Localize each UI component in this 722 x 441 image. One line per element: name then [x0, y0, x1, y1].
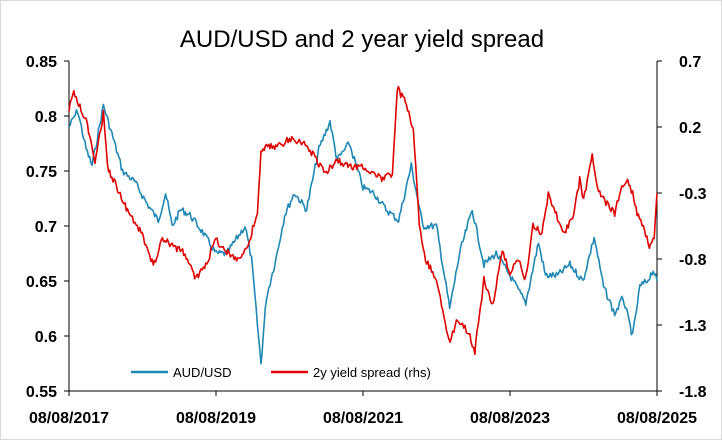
right-tick-label: -1.3 [679, 318, 707, 335]
x-tick-label: 08/08/2021 [323, 410, 403, 427]
legend-label-yield-spread: 2y yield spread (rhs) [313, 365, 431, 380]
legend: AUD/USD 2y yield spread (rhs) [131, 365, 431, 380]
right-tick-label: -0.3 [679, 186, 707, 203]
left-tick-label: 0.65 [26, 274, 57, 291]
x-tick-label: 08/08/2019 [176, 410, 256, 427]
left-tick-label: 0.7 [35, 219, 57, 236]
legend-label-audusd: AUD/USD [173, 365, 232, 380]
right-tick-label: 0.2 [679, 120, 701, 137]
right-tick-label: -1.8 [679, 384, 707, 401]
chart-title: AUD/USD and 2 year yield spread [180, 26, 544, 53]
right-tick-label: -0.8 [679, 252, 707, 269]
left-tick-label: 0.75 [26, 164, 57, 181]
x-tick-label: 08/08/2025 [617, 410, 697, 427]
series-layer [68, 85, 658, 365]
left-tick-label: 0.6 [35, 329, 57, 346]
x-tick-label: 08/08/2017 [29, 410, 109, 427]
axes-layer: 0.55 0.6 0.65 0.7 0.75 0.8 0.85 -1.8 -1.3 -0.8 -0.… [26, 54, 707, 427]
series-line-audusd [68, 103, 658, 365]
left-tick-label: 0.55 [26, 384, 57, 401]
x-tick-label: 08/08/2023 [470, 410, 550, 427]
right-tick-label: 0.7 [679, 54, 701, 71]
left-tick-label: 0.8 [35, 109, 57, 126]
series-line-yield-spread [68, 85, 658, 356]
left-tick-label: 0.85 [26, 54, 57, 71]
